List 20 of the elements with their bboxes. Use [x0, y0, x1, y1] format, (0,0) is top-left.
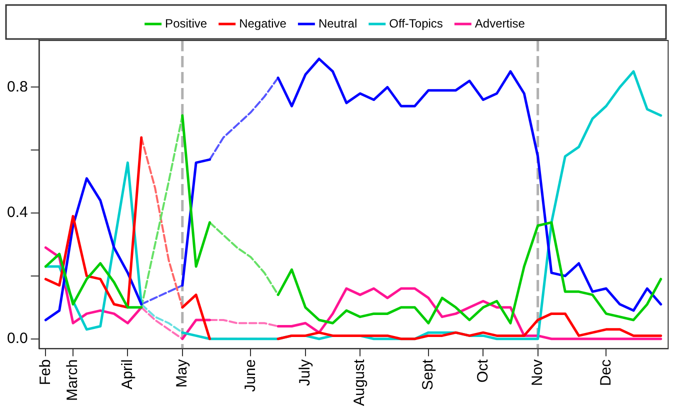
x-tick-label: Nov — [528, 358, 546, 386]
x-tick-label: July — [296, 358, 314, 386]
x-tick-label: April — [118, 359, 136, 390]
x-tick-label: Oct — [474, 358, 492, 383]
x-tick-label: August — [351, 358, 368, 406]
y-tick-label: 0.0 — [6, 330, 28, 348]
x-tick-label: Sept — [420, 358, 437, 390]
y-tick-label: 0.4 — [6, 204, 28, 222]
x-tick-label: Dec — [597, 358, 614, 386]
y-tick-label: 0.8 — [6, 78, 28, 96]
x-tick-label: June — [242, 359, 259, 392]
legend-label: Off-Topics — [389, 16, 443, 30]
legend-label: Advertise — [474, 16, 526, 30]
x-tick-label: May — [174, 358, 191, 388]
legend-label: Positive — [165, 16, 208, 30]
x-tick-label: Feb — [36, 359, 54, 386]
legend-label: Negative — [239, 16, 287, 30]
line-series — [140, 303, 184, 334]
x-tick-label: March — [64, 359, 82, 401]
legend-label: Neutral — [318, 16, 358, 30]
